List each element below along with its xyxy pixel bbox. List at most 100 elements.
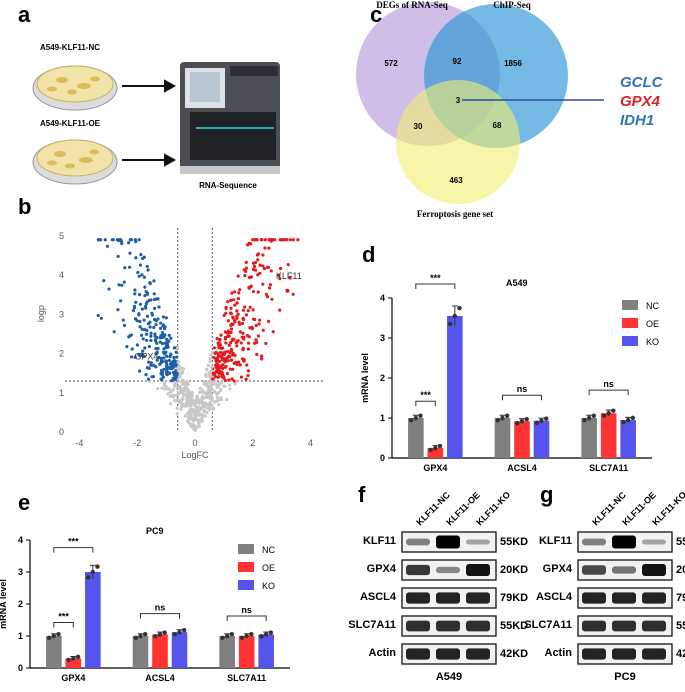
data-point — [268, 630, 274, 635]
volcano-point — [208, 356, 212, 361]
volcano-point — [173, 380, 177, 384]
bar-chart-pc9: 0 1 2 3 4 mRNA level PC9 GPX4 ACSL4 SLC7A11 *** ***… — [0, 526, 290, 683]
significance-label: *** — [68, 537, 79, 547]
volcano-point — [215, 367, 219, 371]
volcano-point — [176, 368, 180, 373]
volcano-point — [247, 241, 251, 245]
volcano-point — [208, 389, 213, 393]
volcano-point — [133, 292, 137, 296]
blot-band — [612, 648, 636, 660]
volcano-point — [111, 238, 115, 242]
bar — [533, 420, 550, 458]
data-point — [408, 418, 414, 423]
volcano-point — [233, 303, 237, 307]
volcano-point — [127, 265, 132, 269]
volcano-point — [222, 376, 226, 380]
volcano-point — [142, 318, 146, 322]
data-point — [437, 443, 443, 449]
volcano-point — [146, 322, 151, 326]
significance-bracket — [140, 613, 180, 619]
volcano-point — [229, 341, 233, 345]
volcano-point — [152, 279, 156, 283]
significance-label: *** — [420, 390, 431, 400]
chart-title: A549 — [506, 278, 528, 288]
volcano-point — [161, 315, 165, 319]
bar — [152, 634, 168, 668]
sequencer-icon — [180, 62, 280, 174]
volcano-point — [209, 383, 213, 387]
blot-band — [406, 564, 430, 576]
volcano-point — [255, 352, 259, 357]
data-point — [543, 416, 549, 421]
protein-label: GPX4 — [543, 563, 573, 575]
volcano-point — [133, 288, 137, 292]
volcano-point — [169, 336, 173, 340]
volcano-point — [173, 370, 178, 374]
volcano-point — [139, 352, 144, 356]
volcano-point — [214, 357, 218, 361]
volcano-point — [217, 346, 221, 350]
x-tick-label: -4 — [75, 438, 83, 448]
volcano-point — [126, 241, 131, 245]
volcano-point — [235, 362, 239, 367]
volcano-point — [285, 288, 290, 293]
volcano-point — [227, 383, 232, 387]
bar — [46, 636, 62, 668]
blot-band — [612, 535, 636, 549]
data-point — [46, 635, 52, 640]
significance-bracket — [415, 400, 436, 407]
protein-label: ASCL4 — [536, 591, 573, 603]
volcano-point — [241, 358, 246, 362]
panel-label-e: e — [18, 490, 30, 515]
volcano-point — [174, 350, 178, 354]
volcano-point — [212, 346, 216, 350]
data-point — [611, 408, 616, 413]
data-point — [51, 633, 57, 639]
volcano-point — [222, 384, 226, 388]
data-point — [181, 627, 187, 633]
volcano-point — [190, 425, 195, 429]
venn-label-degs: DEGs of RNA-Seq — [376, 0, 448, 10]
volcano-point — [296, 238, 300, 242]
volcano-point — [181, 391, 185, 395]
bar — [219, 636, 235, 668]
volcano-point — [157, 305, 161, 309]
volcano-point — [246, 369, 251, 373]
volcano-point — [162, 347, 166, 351]
volcano-point — [163, 387, 167, 391]
volcano-point — [189, 403, 193, 408]
volcano-point — [117, 283, 121, 287]
panel-label-g: g — [540, 482, 553, 507]
data-point — [224, 633, 230, 639]
volcano-point — [165, 368, 169, 372]
volcano-point — [167, 371, 171, 375]
volcano-point — [218, 364, 223, 368]
volcano-point — [229, 312, 233, 316]
volcano-point — [129, 238, 134, 242]
volcano-point — [138, 263, 143, 267]
volcano-point — [133, 355, 137, 359]
volcano-point — [216, 363, 220, 367]
volcano-point — [291, 238, 295, 242]
data-point — [157, 632, 163, 637]
data-point — [500, 415, 505, 421]
volcano-point — [212, 379, 216, 384]
data-point — [249, 632, 254, 637]
legend-label: KO — [646, 337, 659, 347]
volcano-point — [96, 238, 100, 242]
volcano-point — [134, 300, 138, 304]
chart-title: PC9 — [146, 526, 164, 536]
volcano-point — [116, 308, 120, 312]
volcano-point — [158, 340, 162, 344]
venn-counts: 572 92 1856 3 30 68 463 — [384, 57, 522, 185]
volcano-point — [229, 327, 234, 331]
volcano-point — [166, 387, 170, 391]
volcano-point — [149, 338, 153, 343]
blot-band — [582, 648, 606, 660]
volcano-point — [210, 386, 214, 391]
volcano-point — [185, 395, 189, 399]
blot-band — [466, 648, 490, 660]
volcano-point — [267, 246, 271, 250]
volcano-point — [172, 377, 176, 381]
volcano-point — [244, 313, 249, 317]
